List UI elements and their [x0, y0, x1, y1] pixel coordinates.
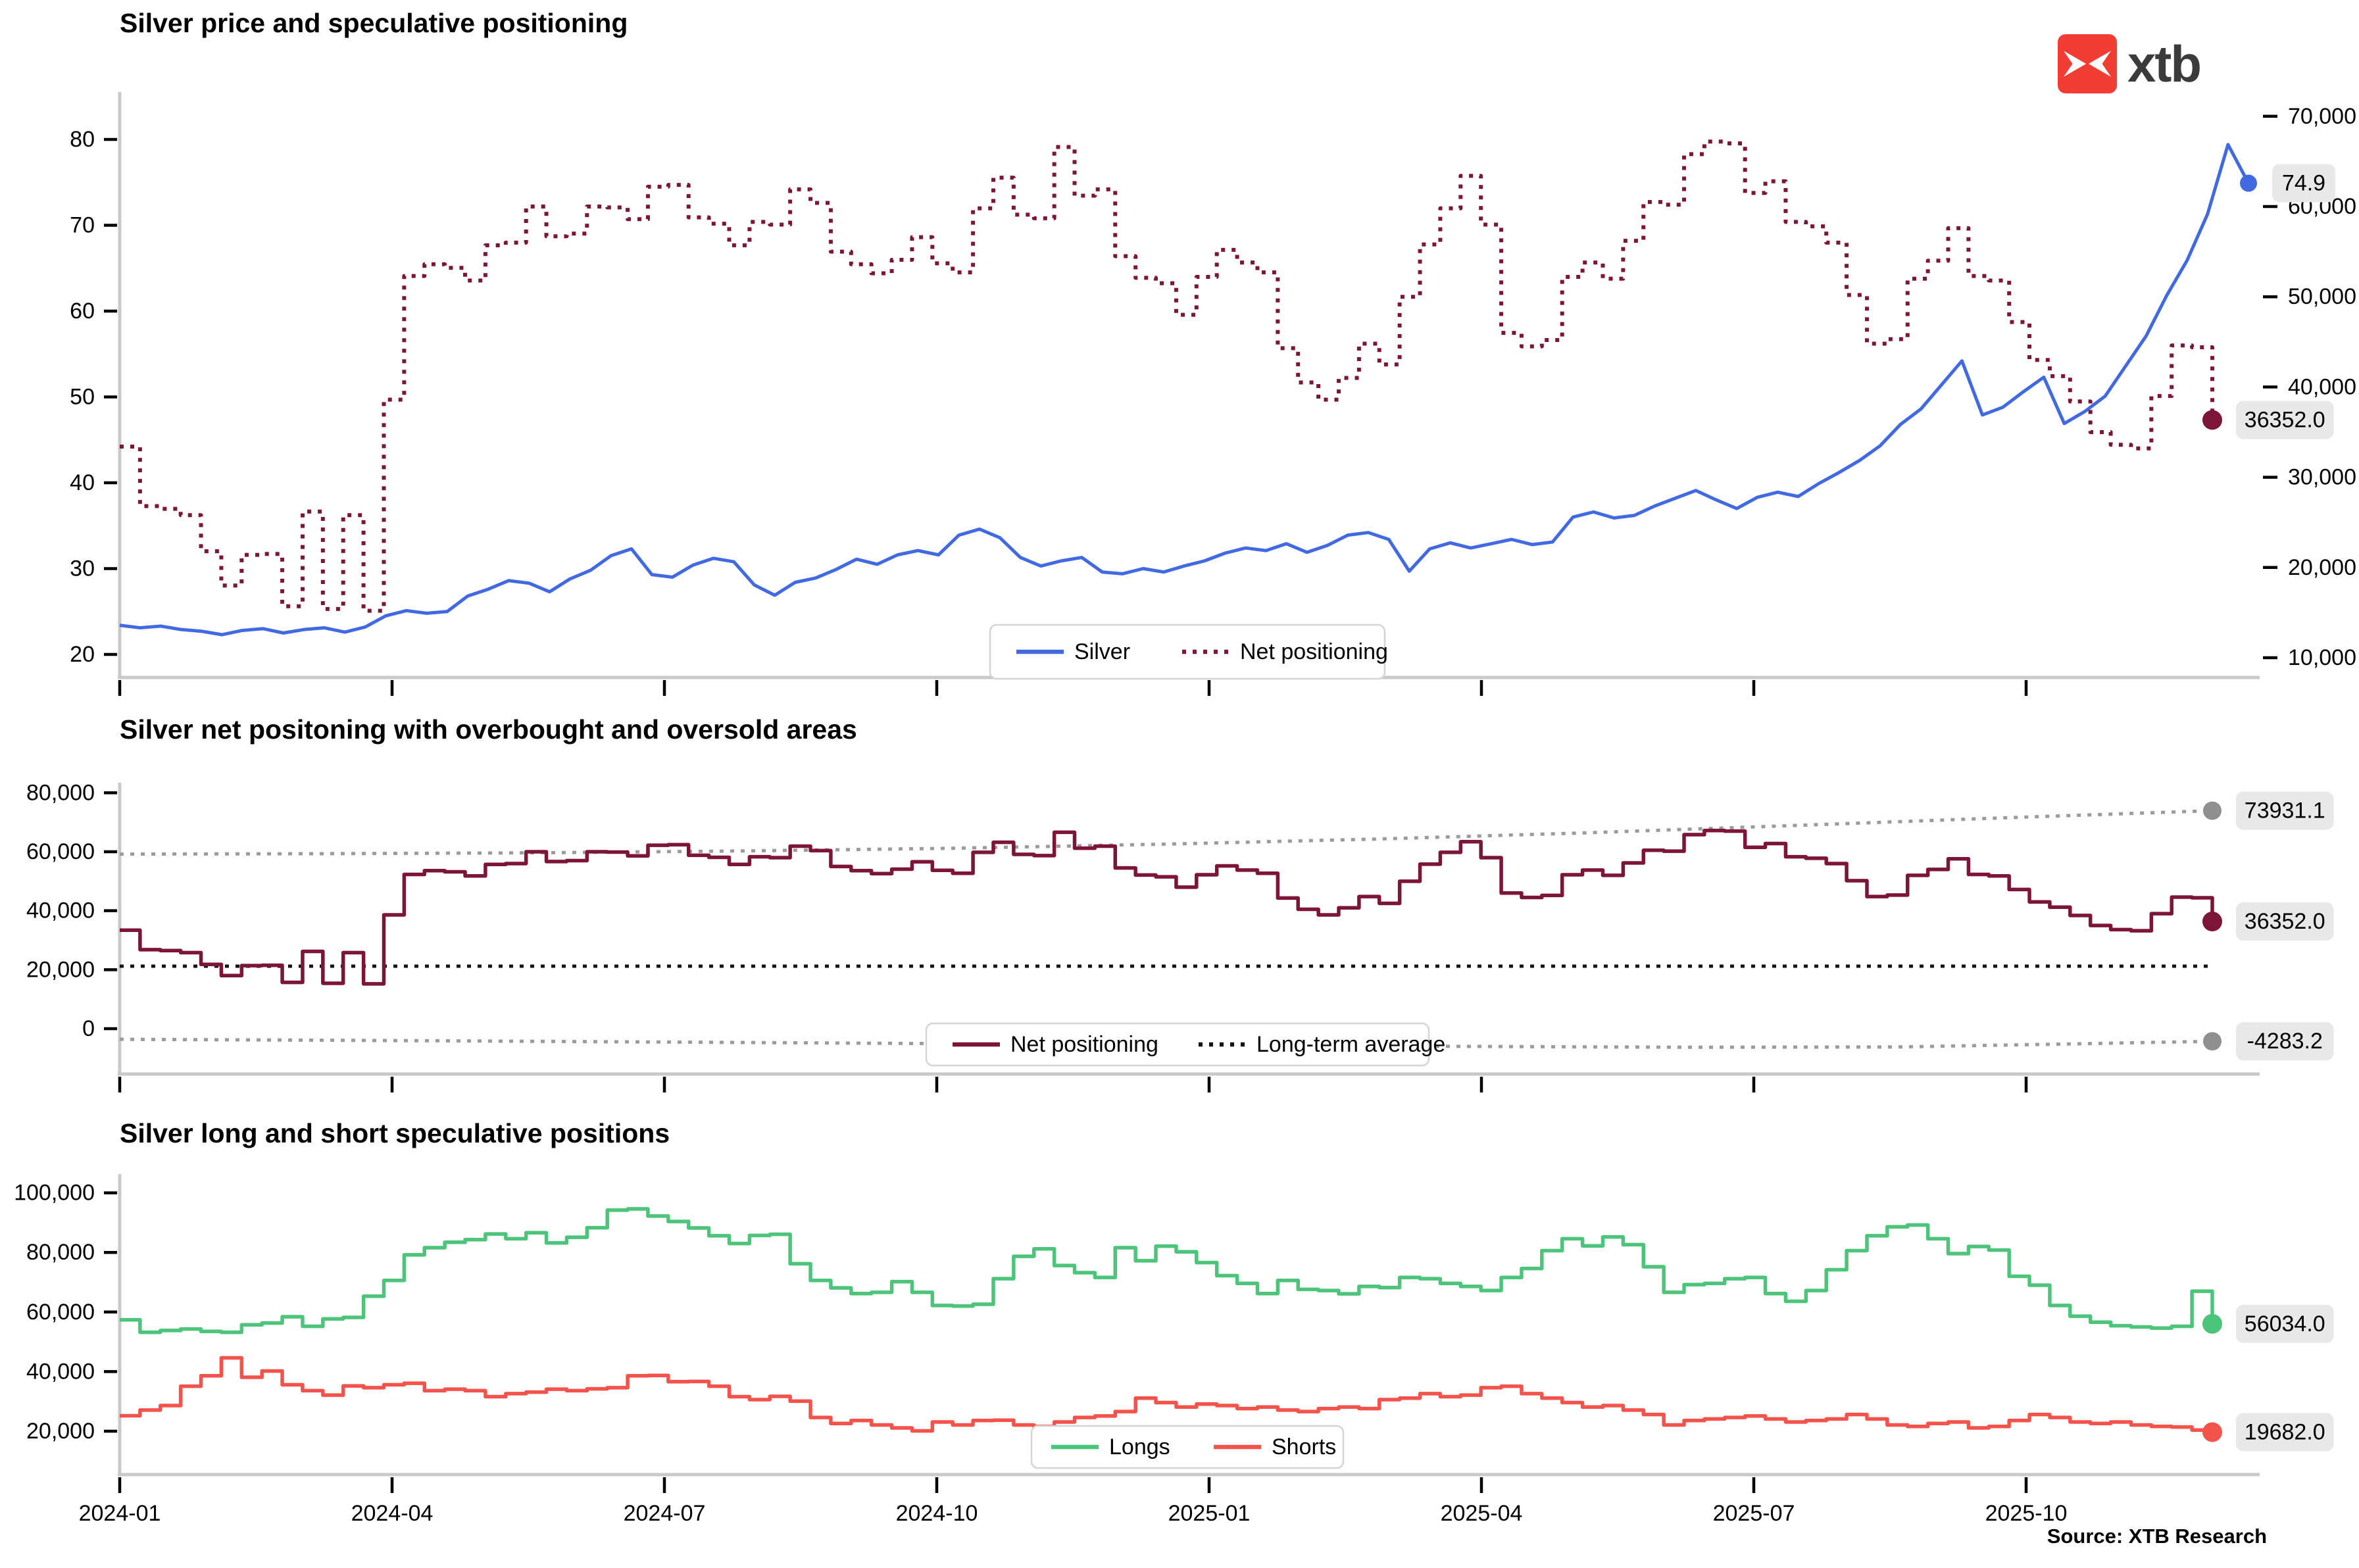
chart1-series-silver: [119, 143, 2250, 637]
right-y-tick-label: 20,000: [2288, 555, 2356, 580]
legend-label-silver: Silver: [1074, 639, 1130, 664]
chart1-series-net-positioning: [120, 139, 2214, 613]
series-end-dot-silver: [2240, 174, 2257, 192]
end-value-text-shorts: 19682.0: [2245, 1419, 2325, 1444]
end-value-text-longs: 56034.0: [2245, 1311, 2325, 1336]
y-tick-label: 20,000: [26, 1419, 95, 1444]
end-value-text-net-positioning: 36352.0: [2245, 909, 2325, 934]
chart3-title: Silver long and short speculative positi…: [120, 1118, 670, 1148]
chart2-series-overbought-level: [119, 809, 2213, 856]
y-tick-label: 60,000: [26, 839, 95, 864]
chart2-legend: [925, 1022, 1430, 1067]
right-y-tick-label: 70,000: [2288, 104, 2356, 129]
xtb-logo-icon: [2058, 34, 2117, 93]
series-end-dot-shorts: [2202, 1422, 2222, 1442]
x-tick-label: 2025-01: [1168, 1501, 1251, 1526]
x-tick-label: 2025-10: [1985, 1501, 2068, 1526]
y-tick-label: 20,000: [26, 957, 95, 982]
y-tick-label: 20: [70, 642, 95, 667]
y-tick-label: 60,000: [26, 1300, 95, 1325]
end-value-text-silver: 74.9: [2282, 171, 2325, 196]
end-value-badge-shorts: [2235, 1413, 2334, 1452]
y-tick-label: 80,000: [26, 1240, 95, 1265]
right-y-tick-label: 30,000: [2288, 465, 2356, 490]
y-tick-label: 50: [70, 385, 95, 410]
x-tick-label: 2025-04: [1441, 1501, 1523, 1526]
y-tick-label: 40,000: [26, 1359, 95, 1384]
series-end-dot-net-positioning: [2202, 912, 2222, 932]
chart1: 8070605040302070,00060,00050,00040,00030…: [70, 92, 2356, 696]
y-tick-label: 30: [70, 556, 95, 581]
legend-label-long-term-average: Long-term average: [1256, 1032, 1445, 1057]
end-value-text-oversold-level: -4283.2: [2247, 1029, 2323, 1054]
y-tick-label: 70: [70, 213, 95, 238]
legend-label-longs: Longs: [1109, 1434, 1170, 1459]
chart2-title: Silver net positoning with overbought an…: [120, 714, 857, 745]
end-value-badge-silver: [2272, 164, 2335, 203]
x-tick-label: 2025-07: [1713, 1501, 1795, 1526]
end-value-badge-net-positioning: [2235, 902, 2334, 941]
end-value-badge-longs: [2235, 1304, 2334, 1343]
series-end-dot-longs: [2202, 1313, 2222, 1334]
end-value-badge-net-positioning: [2235, 401, 2334, 439]
right-y-tick-label: 10,000: [2288, 645, 2356, 670]
x-tick-label: 2024-10: [896, 1501, 978, 1526]
chart3-series-shorts: [120, 1356, 2214, 1433]
legend-label-net-positioning: Net positioning: [1240, 639, 1388, 664]
y-tick-label: 40: [70, 470, 95, 495]
chart2-series-net-positioning: [120, 828, 2214, 986]
series-end-dot-net-positioning: [2202, 410, 2222, 430]
y-tick-label: 0: [82, 1016, 95, 1041]
xtb-logo-text: xtb: [2127, 35, 2202, 93]
y-tick-label: 40,000: [26, 898, 95, 923]
right-y-tick-label: 50,000: [2288, 284, 2356, 309]
end-value-badge-overbought-level: [2235, 791, 2334, 830]
x-tick-label: 2024-07: [624, 1501, 706, 1526]
legend-label-shorts: Shorts: [1272, 1434, 1336, 1459]
right-y-tick-label: 40,000: [2288, 374, 2356, 399]
y-tick-label: 100,000: [14, 1181, 95, 1206]
end-value-text-overbought-level: 73931.1: [2245, 798, 2325, 823]
series-end-dot-oversold-level: [2202, 1032, 2222, 1051]
chart2: 80,000 60,000 40,000 20,000 0 Net positioning…: [26, 780, 2334, 1092]
xtb-logo: xtb: [2058, 34, 2202, 93]
y-tick-label: 80: [70, 127, 95, 152]
end-value-badge-oversold-level: [2235, 1022, 2334, 1061]
chart3-series-longs: [120, 1207, 2214, 1335]
series-end-dot-overbought-level: [2202, 801, 2222, 820]
x-cross-icon: [2064, 51, 2111, 77]
chart1-title: Silver price and speculative positioning: [120, 8, 628, 38]
x-tick-label: 2024-04: [351, 1501, 434, 1526]
chart3: 100,000 80,000 60,000 40,000 20,000 2024-01 20…: [14, 1174, 2334, 1526]
y-tick-label: 60: [70, 299, 95, 324]
end-value-text-net-positioning: 36352.0: [2245, 407, 2325, 432]
y-tick-label: 80,000: [26, 780, 95, 805]
chart3-legend: [1030, 1425, 1345, 1469]
legend-label-net-positioning: Net positioning: [1010, 1032, 1158, 1057]
x-tick-label: 2024-01: [79, 1501, 161, 1526]
source-credit: Source: XTB Research: [2047, 1525, 2267, 1548]
chart1-legend: [989, 624, 1386, 680]
